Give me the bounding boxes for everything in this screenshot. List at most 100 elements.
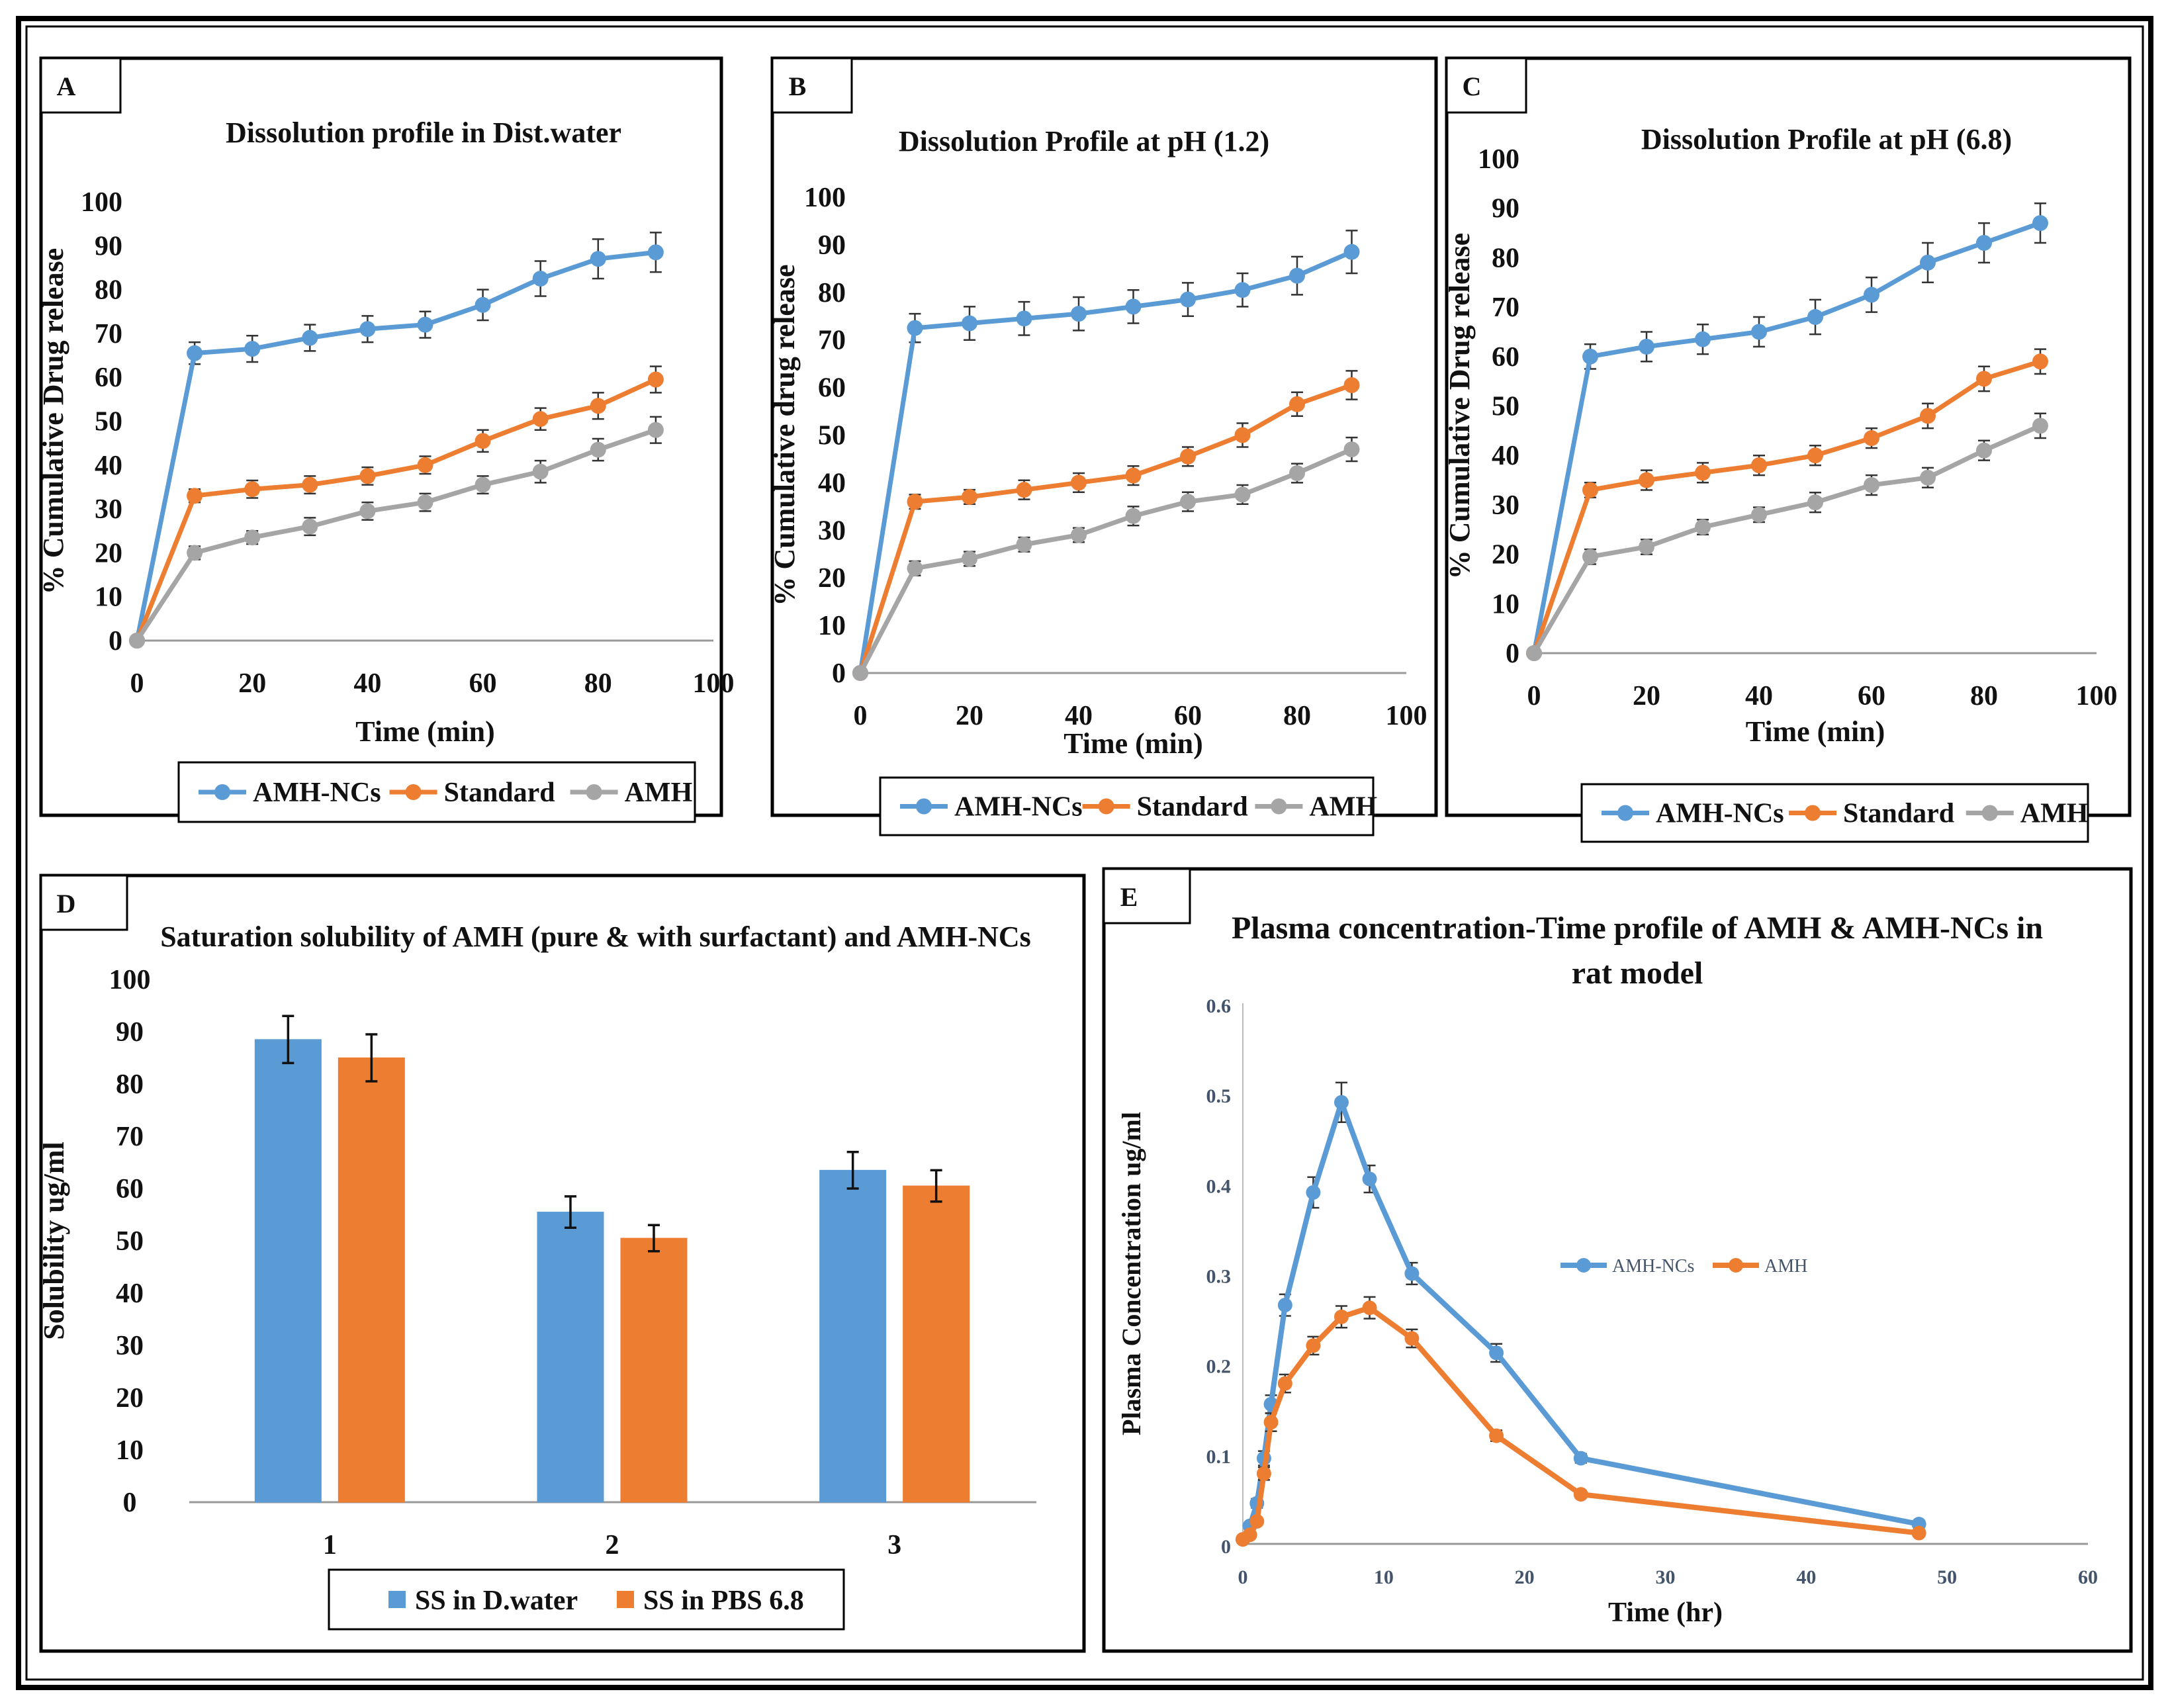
series-AMH [1526,412,2048,661]
panel-letter-box [1103,868,1191,924]
data-point [532,271,549,287]
panel-frame [770,56,1438,817]
data-point [417,316,433,333]
bar [903,1185,970,1503]
panel-letter: A [57,71,76,101]
data-point [475,476,491,493]
y-tick-label: 80 [95,275,122,306]
legend: AMH-NCs Standard AMH [1580,783,2089,843]
x-tick-label: 100 [693,668,735,699]
data-point [1071,527,1087,543]
data-point [1582,549,1598,565]
data-point [1864,430,1879,447]
data-point [962,488,977,505]
x-tick-label: 100 [1386,701,1427,731]
data-point [129,633,145,649]
y-tick-label: 70 [116,1122,144,1152]
x-tick-label: 10 [1374,1566,1394,1588]
legend-swatch [617,1591,634,1608]
data-point [907,560,923,576]
x-tick-label: 20 [956,701,983,731]
legend-label: AMH [1309,792,1377,823]
chart-title-line2: rat model [1572,956,1703,991]
data-point [647,244,664,261]
x-tick-label: 20 [1633,681,1660,711]
data-point [962,315,977,332]
y-tick-label: 60 [1492,342,1519,373]
data-point [1362,1171,1377,1187]
bar [819,1169,887,1503]
x-tick-label: 60 [2078,1566,2098,1588]
x-tick-label: 40 [1065,701,1093,731]
data-point [1180,291,1196,308]
data-point [1582,348,1598,365]
legend: SS in D.water SS in PBS 6.8 [328,1568,845,1631]
bar [254,1039,322,1503]
data-point [1976,371,1992,387]
x-tick-label: 0 [1527,681,1541,711]
y-tick-label: 0 [832,658,846,689]
legend-label: AMH-NCs [253,778,381,808]
legend-swatch-marker [214,784,230,800]
y-tick-label: 90 [1492,194,1519,224]
series-line [858,447,1353,674]
data-point [1071,306,1087,322]
panel-D: D Saturation solubility of AMH (pure & wi… [38,874,1086,1653]
legend-swatch-marker [1981,805,1998,821]
x-tick-label: 60 [1858,681,1885,711]
x-tick-label: 1 [323,1530,337,1560]
y-tick-label: 10 [116,1435,144,1466]
data-point [1911,1525,1926,1541]
legend-swatch [388,1591,406,1608]
y-tick-label: 80 [1492,243,1519,273]
y-tick-label: 30 [818,516,846,546]
data-point [359,503,376,519]
data-point [1751,324,1767,340]
y-tick-label: 80 [116,1069,144,1100]
panel-E: E Plasma concentration-Time profile of AM… [1102,867,2133,1653]
data-point [187,488,203,504]
data-point [1277,1376,1292,1391]
y-tick-label: 60 [95,363,122,393]
data-point [1071,474,1087,491]
y-tick-label: 40 [818,468,846,498]
data-point [1526,645,1542,661]
legend-swatch-marker [1805,805,1821,821]
data-point [244,341,261,357]
legend-box [328,1568,845,1631]
y-tick-label: 0 [109,626,122,656]
data-point [1489,1345,1504,1361]
series-line [1531,424,2042,654]
data-point [302,330,318,346]
panel-letter-box [1445,57,1527,114]
legend-label: AMH-NCs [1656,799,1784,829]
y-tick-label: 0 [1221,1536,1231,1558]
data-point [1695,331,1711,347]
data-point [1489,1428,1504,1443]
panel-frame [1445,56,2132,817]
x-tick-label: 0 [130,668,144,699]
data-point [1343,377,1360,394]
data-point [852,665,868,681]
legend-label: SS in PBS 6.8 [643,1586,804,1616]
data-point [1920,254,1936,271]
data-point [1639,539,1654,555]
chart-title: Dissolution profile in Dist.water [226,116,621,149]
legend-label: AMH [1764,1256,1807,1277]
legend-swatch-marker [1098,798,1114,815]
x-tick-label: 60 [1174,701,1202,731]
data-point [302,476,318,493]
legend-swatch-marker [1271,798,1287,815]
data-point [1125,508,1142,524]
data-point [1277,1298,1292,1313]
data-point [1362,1300,1377,1316]
legend-label: Standard [1843,799,1954,829]
legend-swatch-marker [1617,805,1633,821]
y-tick-label: 30 [1492,490,1519,521]
data-point [1343,244,1360,260]
y-tick-label: 0.2 [1206,1356,1232,1378]
legend: AMH-NCs Standard AMH [879,776,1377,836]
legend-label: Standard [444,778,555,808]
data-point [647,371,664,388]
